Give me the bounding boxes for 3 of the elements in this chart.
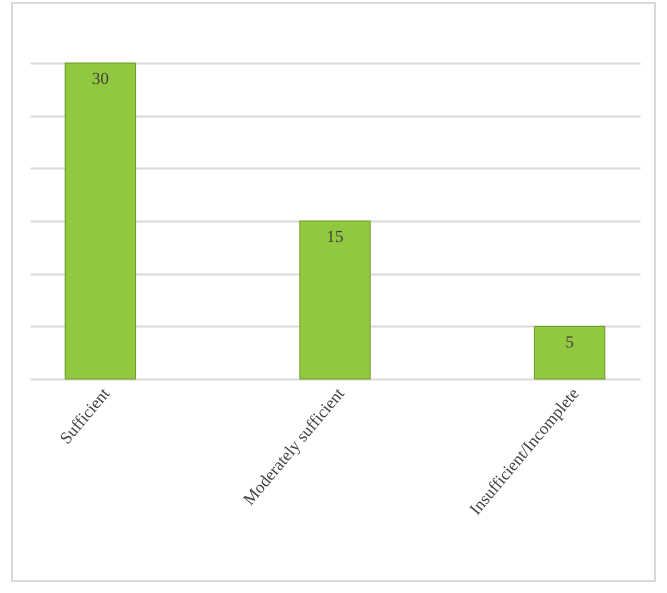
data-label: 30 bbox=[92, 69, 109, 88]
data-label: 5 bbox=[565, 332, 574, 352]
data-label: 15 bbox=[326, 227, 344, 246]
